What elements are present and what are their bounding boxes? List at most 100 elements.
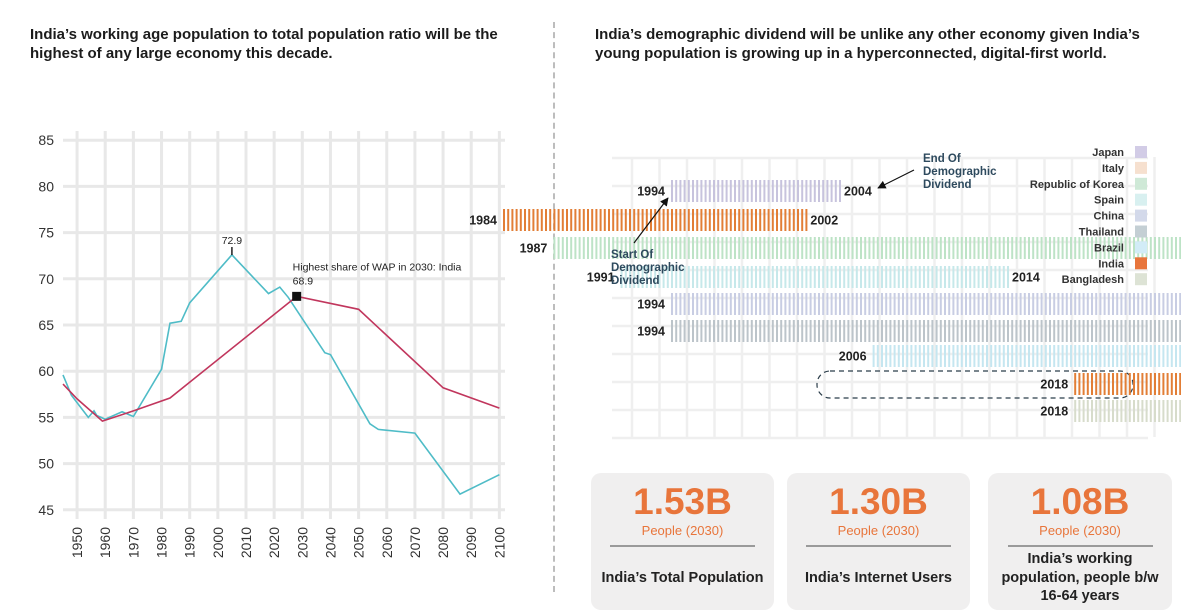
right-chart-heading: India’s demographic dividend will be unl… <box>595 26 1140 62</box>
end-annotation-line: End Of <box>923 153 961 165</box>
stat-description: India’s working population, people b/w 1… <box>988 547 1172 609</box>
bar-start-year: 1994 <box>637 298 665 312</box>
stat-divider <box>1007 545 1153 547</box>
y-tick-label: 55 <box>38 409 54 425</box>
x-tick-label: 2030 <box>294 527 310 558</box>
series-line-0 <box>62 253 500 496</box>
legend-label: Thailand <box>1079 227 1124 239</box>
y-tick-label: 75 <box>38 225 54 241</box>
timeline-bar-5 <box>671 320 1181 342</box>
y-tick-label: 45 <box>38 502 54 518</box>
timeline-bar-3 <box>620 266 1009 288</box>
timeline-bar-0 <box>671 180 841 202</box>
x-tick-label: 1950 <box>69 527 85 558</box>
stat-description-text: India’s working population, people b/w 1… <box>1001 551 1159 605</box>
stat-divider <box>806 545 951 547</box>
bar-start-year: 1994 <box>637 185 665 199</box>
highlight-annotation-text: Highest share of WAP in 2030: India <box>293 261 462 273</box>
stat-description-text: India’s Total Population <box>601 569 764 586</box>
y-tick-label: 65 <box>38 317 54 333</box>
section-divider <box>553 22 555 592</box>
start-arrow <box>633 197 669 244</box>
y-tick-label: 80 <box>38 178 54 194</box>
x-tick-label: 2000 <box>210 527 226 558</box>
bar-start-year: 2006 <box>839 350 867 364</box>
legend-label: India <box>1098 258 1125 270</box>
highlight-outline <box>816 370 1134 399</box>
legend-swatch <box>1135 273 1147 286</box>
series-line-1 <box>62 295 500 423</box>
bar-end-year: 2002 <box>810 214 838 228</box>
end-annotation-line: Dividend <box>923 179 972 191</box>
end-arrow <box>877 169 915 189</box>
stat-card-internet-users: 1.30B People (2030) India’s Internet Use… <box>787 473 970 610</box>
legend-swatch <box>1135 241 1147 254</box>
x-tick-label: 2060 <box>379 527 395 558</box>
bar-end-year: 2014 <box>1012 271 1040 285</box>
stat-unit: People (2030) <box>1039 523 1121 538</box>
legend-label: Republic of Korea <box>1030 179 1125 191</box>
legend-swatch <box>1135 225 1147 238</box>
start-annotation-line: Dividend <box>611 275 660 287</box>
bar-start-year: 1991 <box>587 271 615 285</box>
x-tick-label: 2050 <box>351 527 367 558</box>
timeline-bar-7 <box>1074 373 1181 395</box>
x-tick-label: 2090 <box>463 527 479 558</box>
legend-label: Bangladesh <box>1062 274 1125 286</box>
end-annotation-line: Demographic <box>923 166 997 178</box>
timeline-bar-4 <box>671 293 1181 315</box>
x-tick-label: 1990 <box>182 527 198 558</box>
legend-label: Spain <box>1094 195 1124 207</box>
timeline-bar-2 <box>553 237 1181 259</box>
x-tick-label: 2080 <box>435 527 451 558</box>
x-tick-label: 1960 <box>97 527 113 558</box>
left-chart-heading: India’s working age population to total … <box>30 26 498 62</box>
bar-end-year: 2004 <box>844 185 872 199</box>
stat-value: 1.53B <box>633 481 732 522</box>
y-tick-label: 60 <box>38 363 54 379</box>
y-tick-label: 85 <box>38 132 54 148</box>
x-tick-label: 1970 <box>125 527 141 558</box>
legend-label: Italy <box>1102 163 1125 175</box>
bar-start-year: 1987 <box>520 242 548 256</box>
stat-card-working-population: 1.08B People (2030) India’s working popu… <box>988 473 1172 610</box>
x-tick-label: 2070 <box>407 527 423 558</box>
demographic-dividend-timeline-chart: 1994200419842002198720271991201419942031… <box>469 146 1181 440</box>
bar-start-year: 2018 <box>1040 378 1068 392</box>
stat-divider <box>610 545 755 547</box>
x-tick-label: 2010 <box>238 527 254 558</box>
legend-swatch <box>1135 257 1147 270</box>
stat-card-total-population: 1.53B People (2030) India’s Total Popula… <box>591 473 774 610</box>
x-tick-label: 2100 <box>491 527 507 558</box>
bar-start-year: 1984 <box>469 214 497 228</box>
legend-swatch <box>1135 177 1147 190</box>
legend-label: China <box>1093 211 1124 223</box>
highlight-annotation-value: 68.9 <box>293 275 314 287</box>
y-tick-label: 50 <box>38 456 54 472</box>
timeline-bar-8 <box>1074 400 1181 422</box>
legend-swatch <box>1135 193 1147 206</box>
bar-start-year: 1994 <box>637 325 665 339</box>
stat-description: India’s Internet Users <box>787 547 970 609</box>
y-tick-label: 70 <box>38 271 54 287</box>
timeline-bar-1 <box>503 209 808 231</box>
legend-swatch <box>1135 161 1147 174</box>
x-tick-label: 2040 <box>322 527 338 558</box>
x-tick-label: 2020 <box>266 527 282 558</box>
stat-unit: People (2030) <box>837 523 920 538</box>
highlight-point-marker <box>292 291 302 301</box>
peak-value-label: 72.9 <box>222 235 243 247</box>
stat-unit: People (2030) <box>641 523 724 538</box>
stat-description-text: India’s Internet Users <box>805 569 952 586</box>
timeline-bar-6 <box>872 345 1181 367</box>
legend-swatch <box>1135 209 1147 222</box>
stat-value: 1.30B <box>829 481 928 522</box>
start-annotation-line: Demographic <box>611 262 685 274</box>
stat-description: India’s Total Population <box>591 547 774 609</box>
start-annotation-line: Start Of <box>611 249 653 261</box>
bar-start-year: 2018 <box>1040 405 1068 419</box>
legend-label: Brazil <box>1094 242 1124 254</box>
x-tick-label: 1980 <box>154 527 170 558</box>
legend-label: Japan <box>1092 147 1124 159</box>
legend-swatch <box>1135 146 1147 158</box>
